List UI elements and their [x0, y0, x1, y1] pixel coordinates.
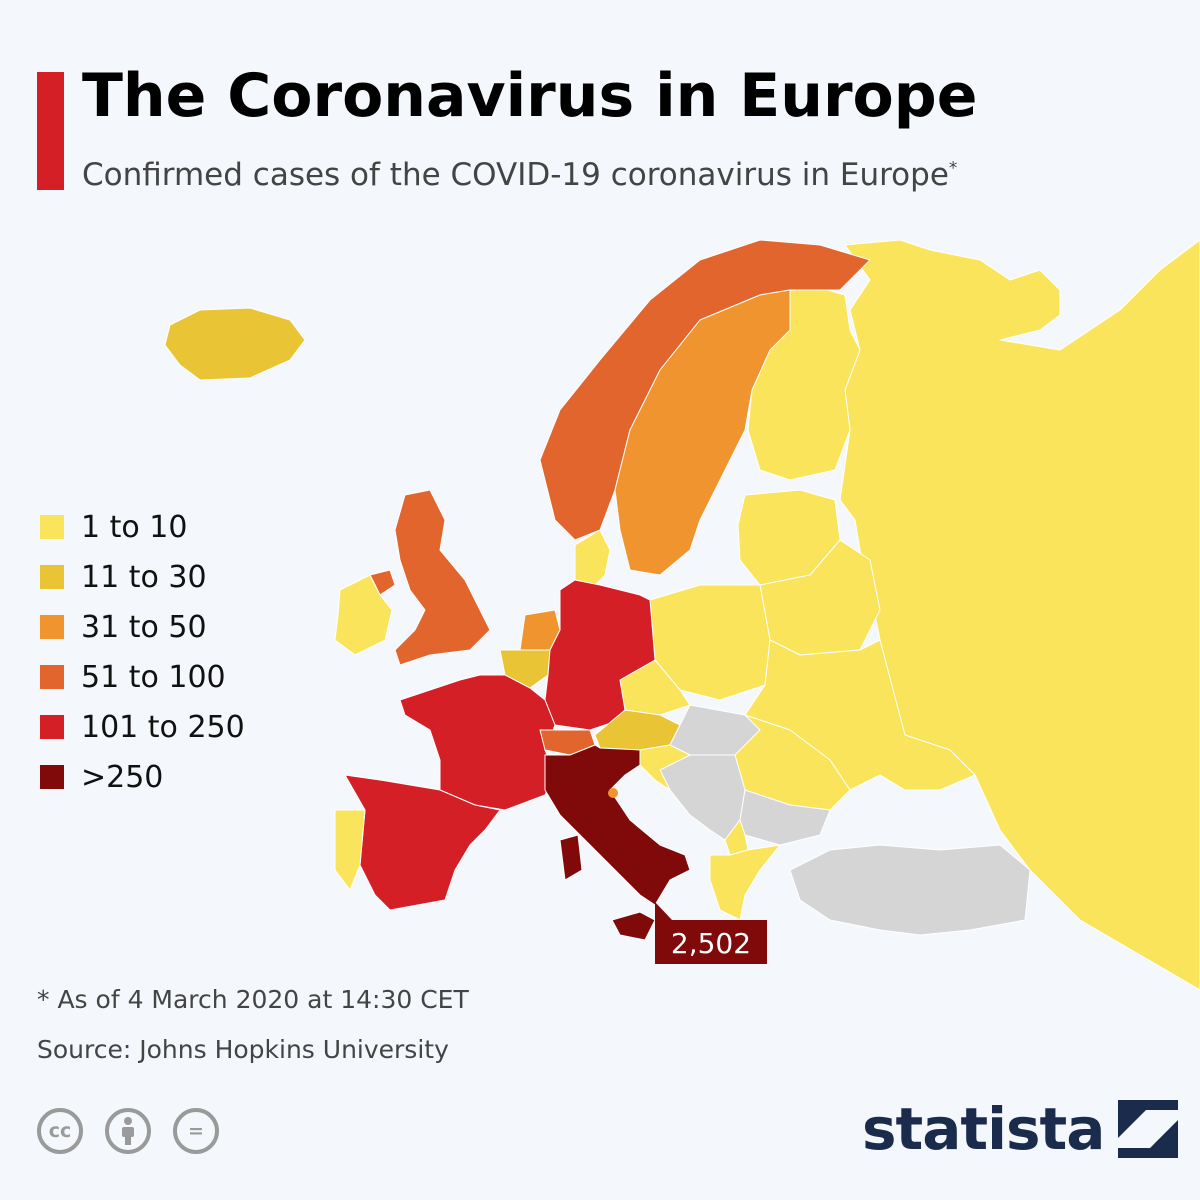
footnote: * As of 4 March 2020 at 14:30 CET	[37, 985, 469, 1014]
legend-swatch	[40, 615, 64, 639]
region-portugal	[334, 809, 366, 891]
legend-swatch	[40, 765, 64, 789]
statista-logo-icon	[1118, 1100, 1179, 1158]
region-greece	[709, 844, 781, 921]
subtitle-text: Confirmed cases of the COVID-19 coronavi…	[82, 157, 949, 193]
legend-swatch	[40, 565, 64, 589]
legend-swatch	[40, 715, 64, 739]
legend-swatch	[40, 515, 64, 539]
no-derivatives-icon[interactable]: =	[173, 1108, 219, 1154]
callout-value: 2,502	[671, 927, 751, 960]
region-italy	[544, 744, 691, 906]
brand-wordmark: statista	[862, 1095, 1105, 1163]
attribution-icon[interactable]	[105, 1108, 151, 1154]
cc-icon[interactable]: cc	[37, 1108, 83, 1154]
legend-item: 1 to 10	[40, 502, 245, 552]
legend-item: 31 to 50	[40, 602, 245, 652]
legend-swatch	[40, 665, 64, 689]
source-line: Source: Johns Hopkins University	[37, 1035, 449, 1064]
subtitle-footnote-mark: *	[948, 158, 958, 179]
region-turkey	[789, 844, 1031, 936]
nd-glyph: =	[188, 1120, 204, 1142]
page-title: The Coronavirus in Europe	[82, 61, 978, 131]
region-sweden	[614, 289, 791, 576]
legend-label: 31 to 50	[81, 609, 207, 645]
callout-marker	[608, 788, 618, 798]
title-accent-bar	[37, 72, 64, 190]
region-balkans	[659, 754, 746, 841]
legend-label: >250	[81, 759, 164, 795]
legend-label: 101 to 250	[81, 709, 245, 745]
region-ireland	[334, 574, 393, 656]
europe-map: 2,502	[164, 239, 1200, 990]
region-sicily	[611, 911, 656, 941]
legend-label: 11 to 30	[81, 559, 207, 595]
legend-label: 1 to 10	[81, 509, 188, 545]
region-iceland	[164, 307, 306, 381]
callout-pointer	[655, 902, 672, 920]
region-sardinia	[559, 834, 583, 881]
legend-item: 51 to 100	[40, 652, 245, 702]
brand[interactable]: statista	[862, 1095, 1179, 1163]
region-croatia	[639, 744, 691, 791]
legend-item: 101 to 250	[40, 702, 245, 752]
legend: 1 to 10 11 to 30 31 to 50 51 to 100 101 …	[40, 502, 245, 802]
cc-glyph: cc	[48, 1120, 72, 1142]
callout-box	[655, 920, 767, 964]
legend-item: >250	[40, 752, 245, 802]
legend-label: 51 to 100	[81, 659, 226, 695]
page-subtitle: Confirmed cases of the COVID-19 coronavi…	[82, 157, 957, 193]
region-uk	[394, 489, 491, 666]
license-icons: cc =	[37, 1108, 241, 1154]
region-north-macedonia	[724, 819, 749, 856]
legend-item: 11 to 30	[40, 552, 245, 602]
region-spain	[344, 774, 501, 911]
person-glyph	[122, 1117, 134, 1145]
